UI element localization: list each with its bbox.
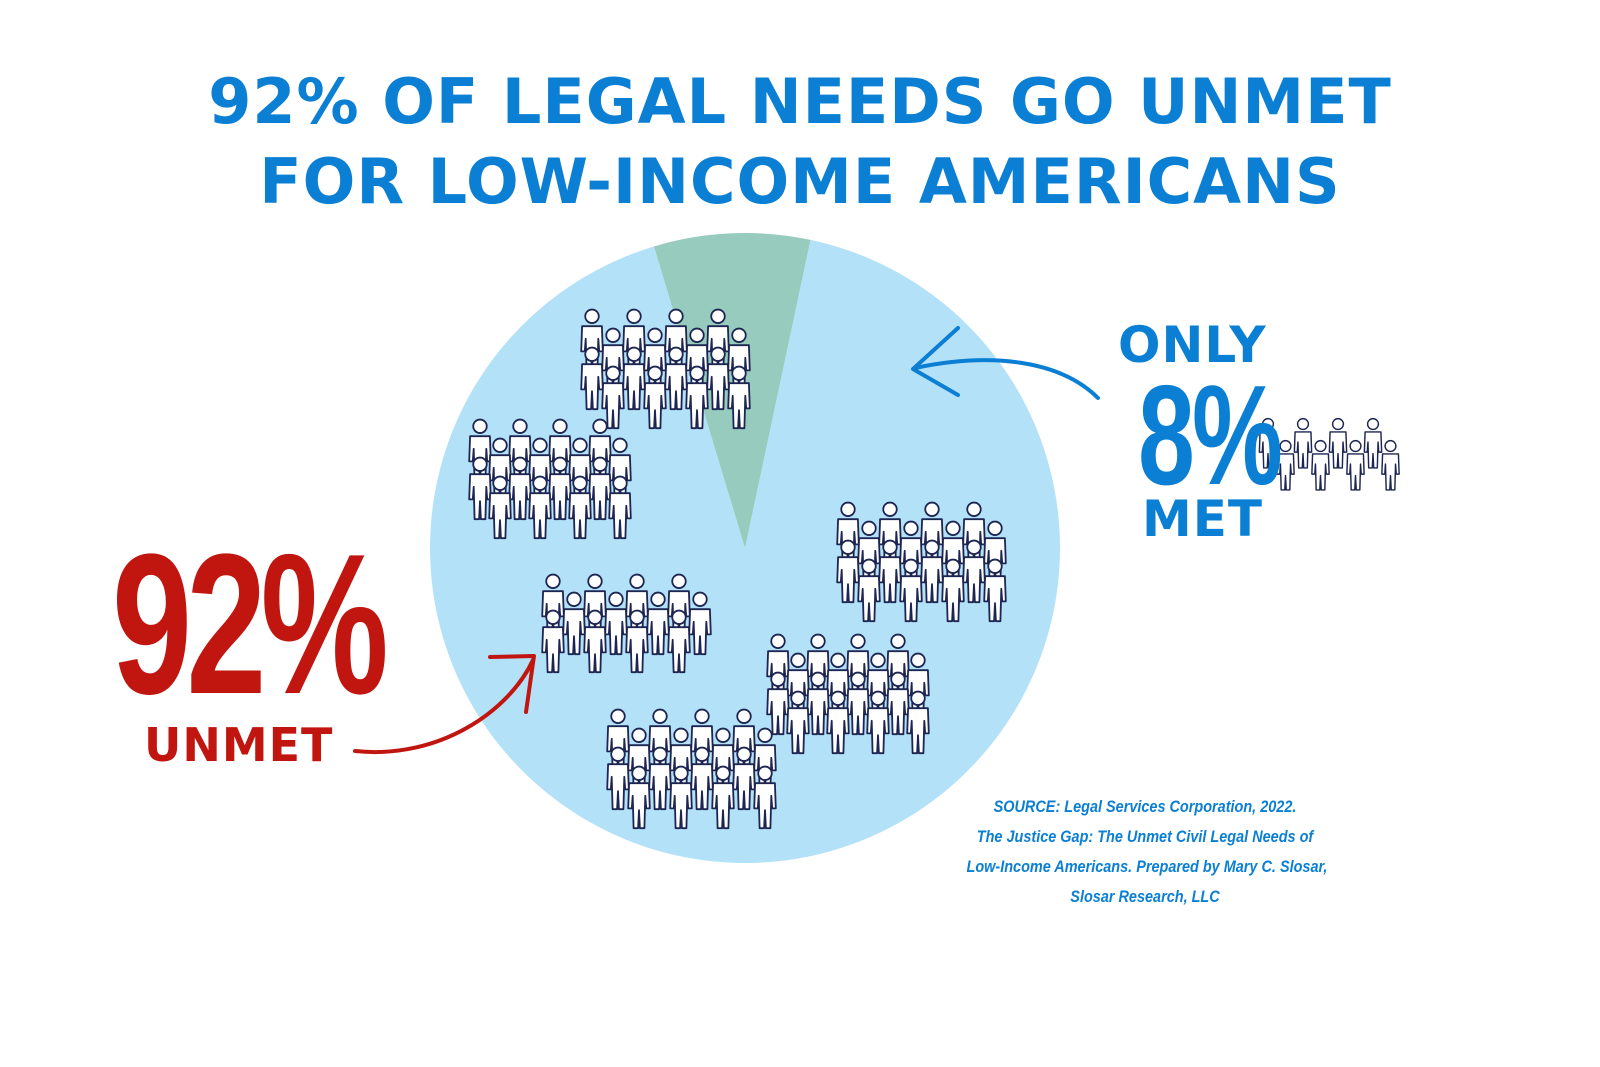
person-icon	[1328, 417, 1348, 469]
crowd-met	[1258, 417, 1400, 491]
met-percent-label: 8%	[1138, 356, 1283, 515]
unmet-word-label: UNMET	[144, 718, 334, 772]
source-line-2: The Justice Gap: The Unmet Civil Legal N…	[976, 827, 1314, 846]
met-word-label: MET	[1142, 490, 1264, 548]
unmet-curved-arrow	[353, 658, 535, 755]
person-icon	[1311, 439, 1330, 491]
person-icon	[1363, 417, 1383, 469]
title-line-1: 92% OF LEGAL NEEDS GO UNMET	[208, 65, 1392, 138]
chart-title: 92% OF LEGAL NEEDS GO UNMET FOR LOW-INCO…	[0, 62, 1600, 222]
source-line-1: SOURCE: Legal Services Corporation, 2022…	[993, 797, 1297, 816]
source-citation: SOURCE: Legal Services Corporation, 2022…	[935, 792, 1355, 912]
annotation-arrows	[353, 326, 1100, 755]
person-icon	[1346, 439, 1365, 491]
met-curved-arrow	[913, 358, 1100, 400]
title-line-2: FOR LOW-INCOME AMERICANS	[259, 145, 1341, 218]
met-only-label: ONLY	[1118, 316, 1267, 374]
person-icon	[1293, 417, 1313, 469]
source-line-3: Low-Income Americans. Prepared by Mary C…	[966, 857, 1328, 876]
source-line-4: Slosar Research, LLC	[1070, 887, 1220, 906]
unmet-arrow-head	[488, 654, 536, 714]
unmet-percent-label: 92%	[112, 513, 389, 736]
person-icon	[1381, 439, 1400, 491]
met-arrow-head	[911, 326, 960, 397]
